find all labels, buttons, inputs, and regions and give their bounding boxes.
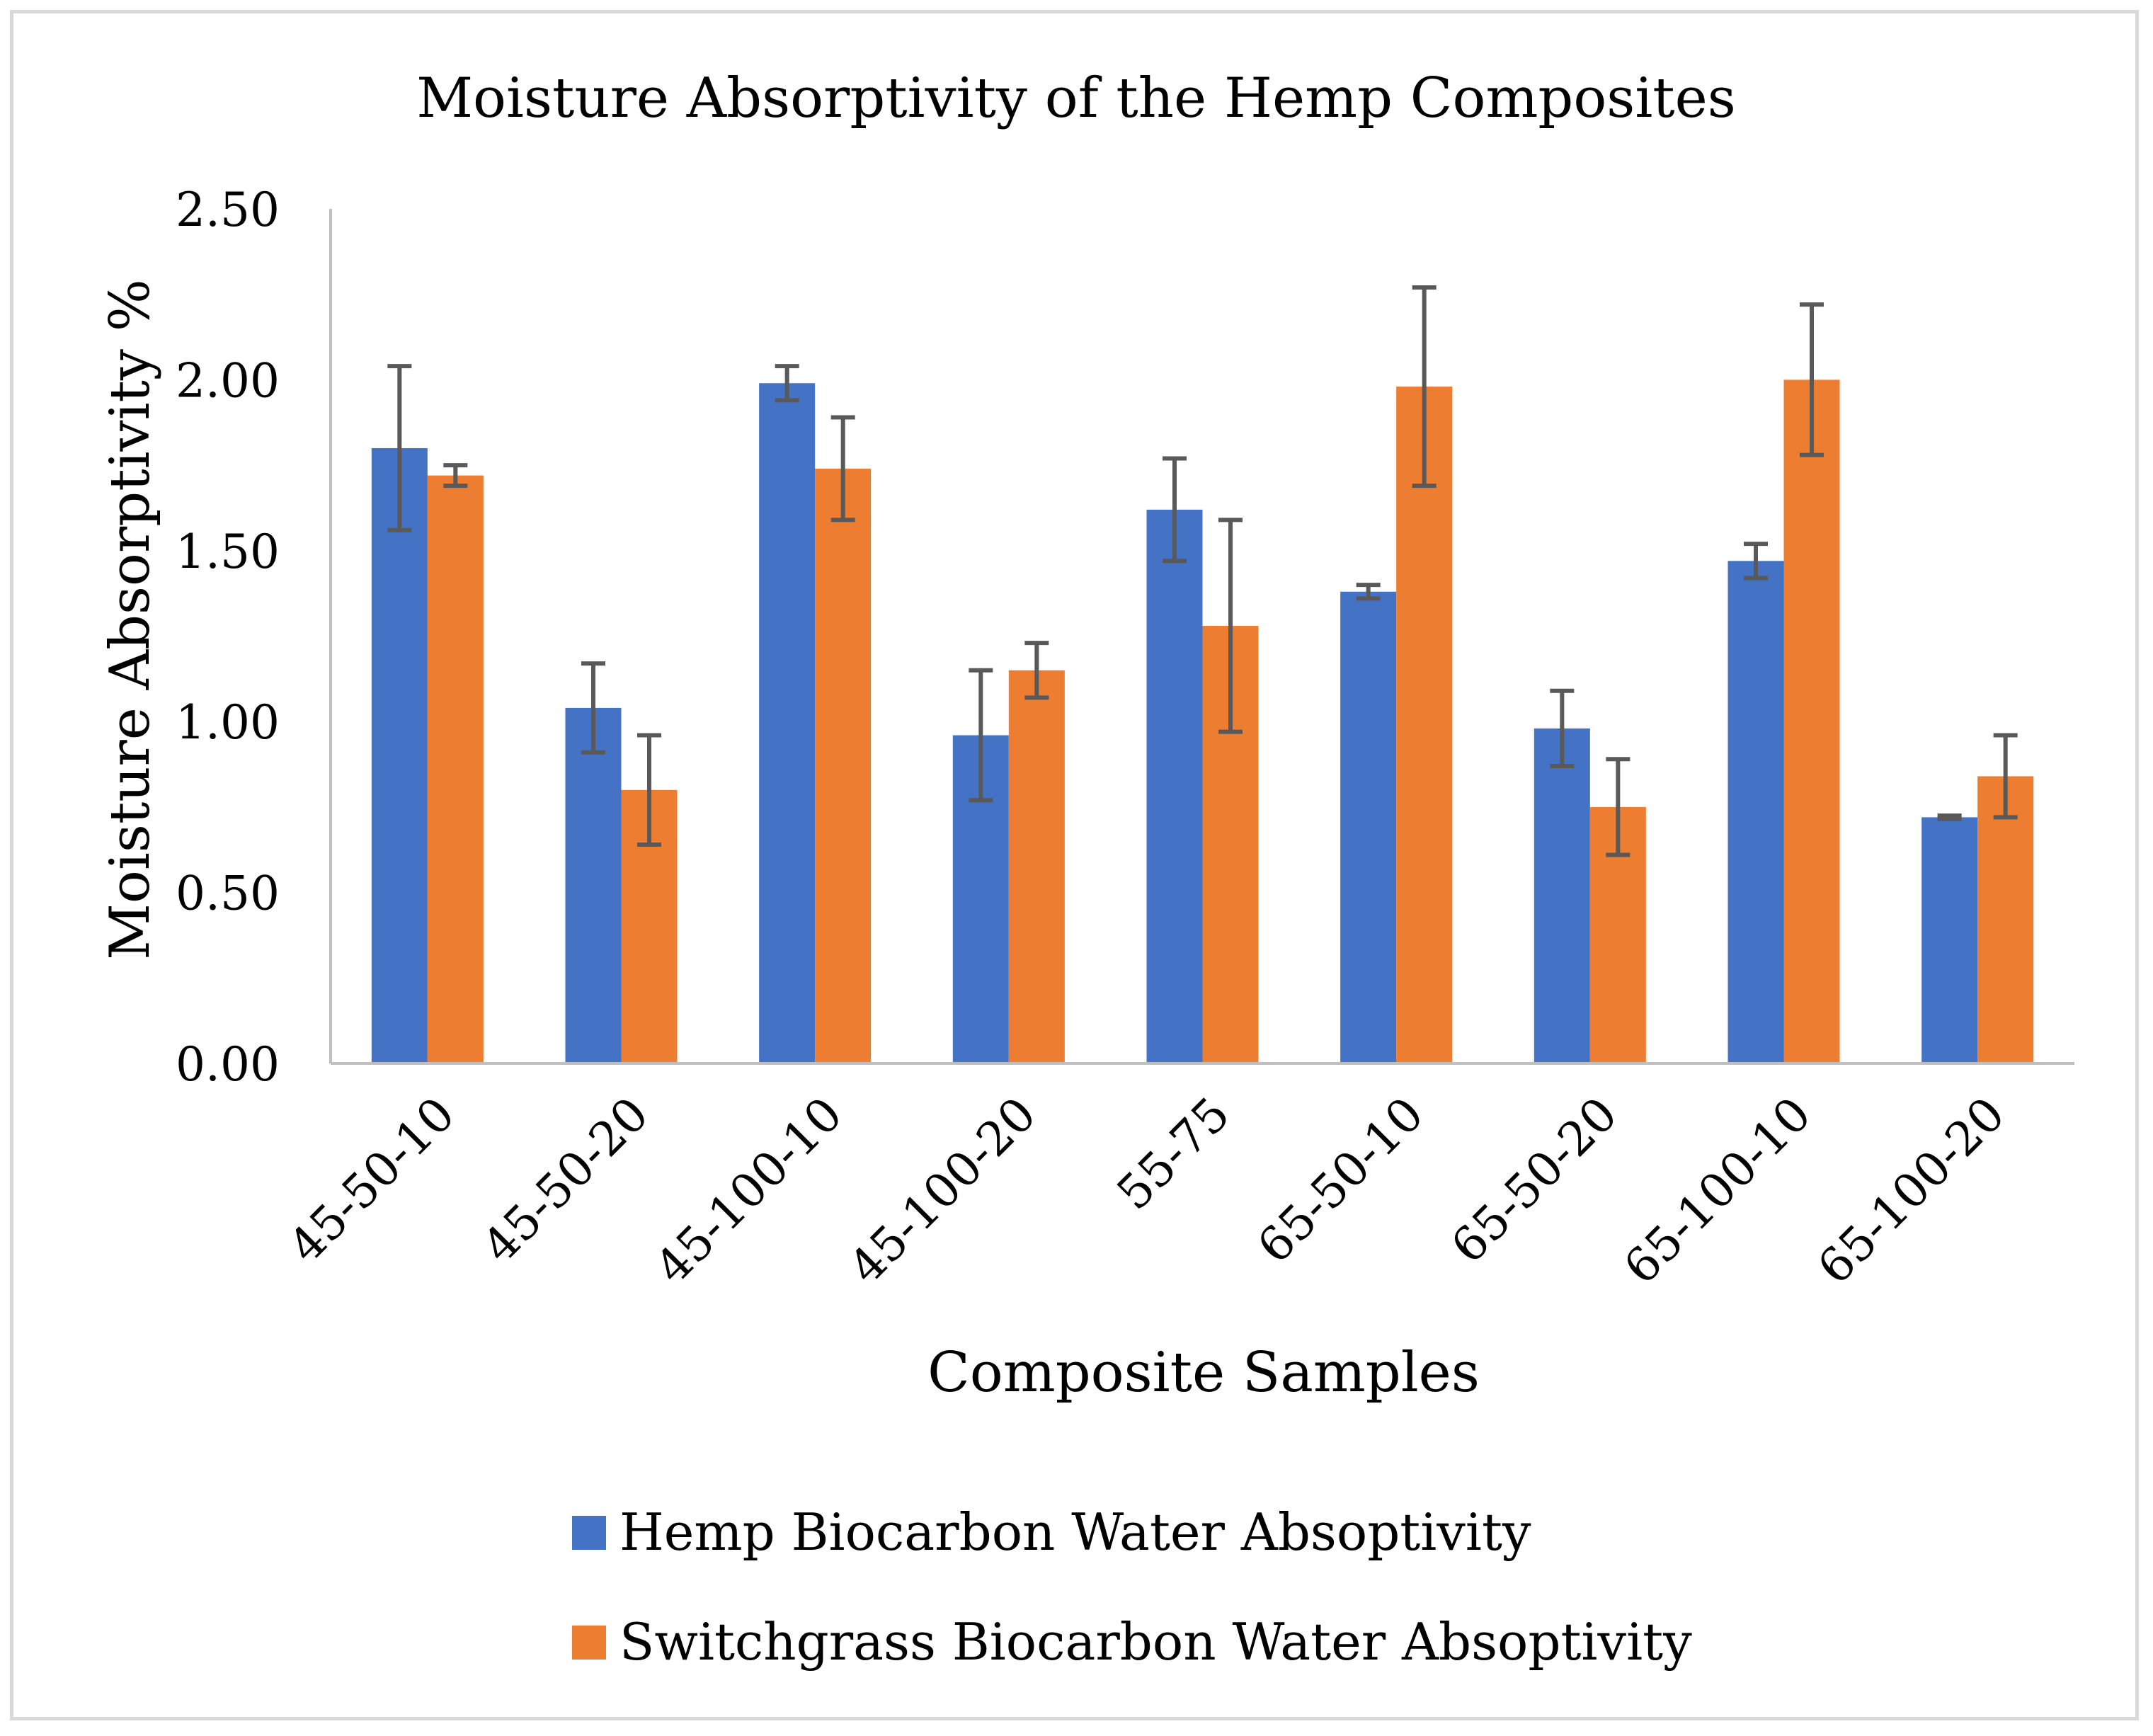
legend-swatch-hemp	[572, 1516, 606, 1550]
error-bar-switchgrass-65-100-10	[1800, 302, 1824, 457]
bar-switchgrass-45-100-10	[815, 468, 872, 1063]
bar-hemp-65-100-10	[1727, 561, 1784, 1063]
error-bar-hemp-45-50-10	[387, 364, 412, 532]
x-tick-label: 65-100-20	[1808, 1087, 2016, 1295]
x-tick-label: 45-50-20	[472, 1087, 659, 1274]
x-tick-label: 55-75	[1107, 1087, 1240, 1221]
bar-hemp-55-75	[1146, 509, 1203, 1063]
bar-switchgrass-65-100-20	[1977, 776, 2034, 1063]
y-axis-label: Moisture Absorptivity %	[98, 279, 162, 960]
bar-switchgrass-45-100-20	[1008, 670, 1065, 1063]
error-bar-switchgrass-55-75	[1218, 518, 1243, 734]
x-axis-label: Composite Samples	[927, 1341, 1480, 1405]
error-bar-hemp-65-50-10	[1356, 583, 1381, 601]
legend-label-switchgrass: Switchgrass Biocarbon Water Absoptivity	[619, 1612, 1692, 1672]
error-bar-switchgrass-65-50-10	[1412, 285, 1437, 489]
bar-hemp-45-100-10	[759, 383, 816, 1063]
bar-hemp-65-50-20	[1534, 728, 1590, 1063]
error-bar-switchgrass-65-100-20	[1993, 733, 2018, 820]
error-bar-switchgrass-65-50-20	[1606, 757, 1631, 857]
bar-hemp-45-50-10	[371, 447, 428, 1063]
error-bar-hemp-45-100-10	[775, 364, 799, 403]
bar-hemp-65-50-10	[1340, 591, 1397, 1063]
bar-switchgrass-65-50-10	[1396, 387, 1453, 1063]
y-tick-label: 0.00	[176, 1037, 280, 1092]
y-tick-label: 1.00	[176, 695, 280, 750]
error-bar-hemp-65-100-20	[1937, 813, 1962, 821]
y-tick-label: 2.00	[176, 353, 280, 408]
error-bar-hemp-45-50-20	[581, 661, 605, 755]
legend: Hemp Biocarbon Water Absoptivity Switchgr…	[572, 1502, 1692, 1672]
error-bar-hemp-45-100-20	[969, 668, 993, 803]
x-tick-label: 45-100-10	[645, 1087, 853, 1295]
error-bar-group	[387, 285, 2018, 857]
error-bar-switchgrass-45-50-20	[637, 733, 661, 847]
x-tick-label: 65-50-20	[1441, 1087, 1628, 1274]
bar-hemp-65-100-20	[1921, 817, 1978, 1063]
x-tick-label: 65-50-10	[1247, 1087, 1434, 1274]
bar-series-group	[371, 379, 2034, 1063]
x-tick-label: 45-100-20	[838, 1087, 1046, 1295]
error-bar-switchgrass-45-100-10	[830, 415, 855, 522]
chart-title: Moisture Absorptivity of the Hemp Compos…	[416, 67, 1736, 130]
error-bar-hemp-55-75	[1163, 456, 1187, 564]
y-tick-label: 2.50	[176, 183, 280, 237]
error-bar-hemp-65-50-20	[1550, 688, 1575, 768]
bar-switchgrass-65-100-10	[1783, 379, 1840, 1063]
error-bar-hemp-65-100-10	[1744, 542, 1768, 581]
y-tick-label: 1.50	[176, 525, 280, 579]
bar-switchgrass-45-50-10	[427, 475, 484, 1063]
y-axis-tick-labels: 0.00 0.50 1.00 1.50 2.00 2.50	[176, 183, 280, 1092]
bar-hemp-45-50-20	[565, 707, 622, 1063]
x-tick-label: 65-100-10	[1614, 1087, 1822, 1295]
legend-label-hemp: Hemp Biocarbon Water Absoptivity	[619, 1502, 1531, 1562]
error-bar-switchgrass-45-100-20	[1024, 641, 1049, 700]
legend-swatch-switchgrass	[572, 1626, 606, 1660]
x-tick-label: 45-50-10	[278, 1087, 465, 1274]
error-bar-switchgrass-45-50-10	[443, 463, 468, 489]
y-tick-label: 0.50	[176, 867, 280, 921]
